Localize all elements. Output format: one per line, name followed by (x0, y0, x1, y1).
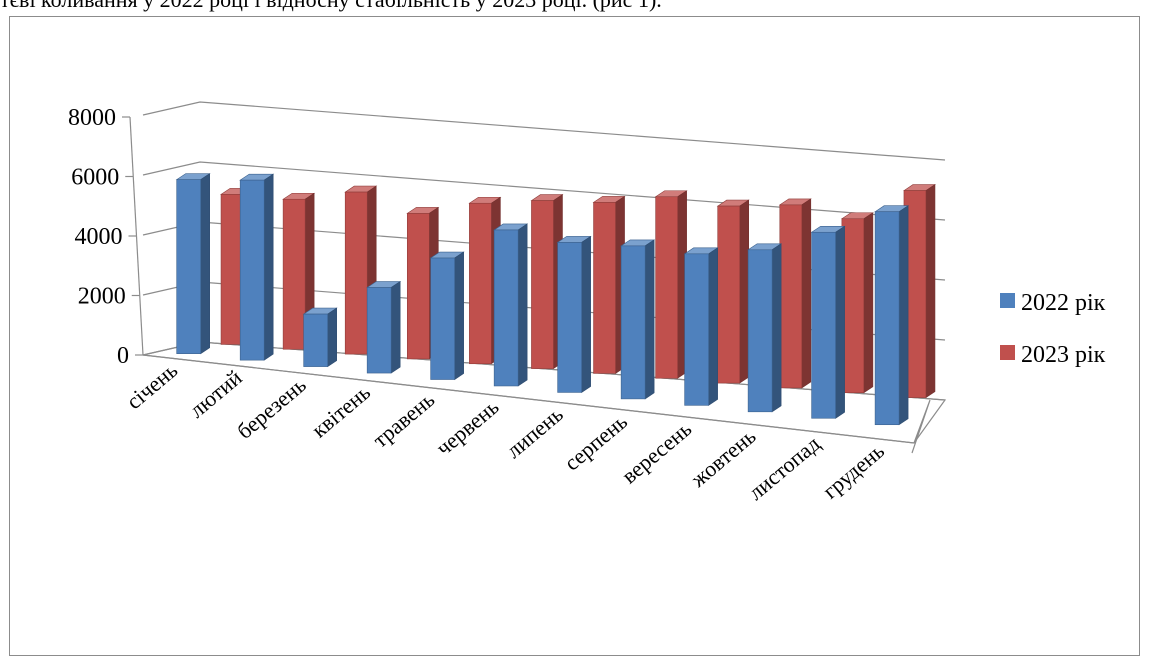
bar-2022-лютий (239, 173, 275, 361)
x-tick-label: травень (368, 387, 440, 453)
bar-2023-листопад (840, 212, 874, 394)
y-tick-label: 2000 (78, 284, 126, 310)
bar-side (739, 199, 750, 384)
bar-front (239, 179, 265, 361)
bar-front (747, 249, 773, 413)
bar-front (406, 213, 430, 360)
x-tick-label: квітень (307, 379, 375, 442)
bar-front (493, 229, 519, 387)
bar-2023-грудень (902, 184, 936, 399)
bar-side (200, 173, 210, 355)
bar-front (811, 231, 836, 419)
bar-side (863, 212, 874, 394)
y-tick-label: 4000 (75, 224, 123, 250)
bar-front (841, 218, 865, 394)
y-axis: 0 2000 4000 6000 8000 (68, 105, 144, 369)
legend-label: 2022 рік (1021, 290, 1106, 316)
bar-2023-жовтень (778, 198, 812, 389)
bar-side (454, 251, 464, 381)
bar-side (925, 184, 936, 399)
bar-side (898, 205, 909, 426)
x-tick-label: червень (431, 394, 504, 461)
bar-2023-липень (592, 195, 626, 374)
y-tick-label: 6000 (71, 165, 119, 191)
bar-side (771, 243, 782, 413)
bars (175, 173, 936, 426)
bar-front (593, 202, 616, 374)
bar-2022-червень (493, 223, 529, 387)
bar-2023-серпень (654, 190, 688, 379)
bar-2023-лютий (282, 192, 316, 350)
x-tick-label: липень (501, 401, 568, 463)
bar-front (655, 196, 678, 379)
bar-front (874, 211, 900, 426)
bar-front (430, 257, 455, 380)
bar-side (581, 235, 591, 393)
bar-side (644, 239, 655, 400)
bar-front (176, 179, 201, 354)
bar-front (557, 242, 582, 393)
bar-front (531, 200, 554, 369)
bar-front (620, 245, 646, 400)
bar-front (469, 202, 492, 365)
bar-front (684, 253, 709, 406)
y-tick-label: 8000 (68, 105, 116, 131)
legend-swatch (1000, 345, 1015, 360)
legend: 2022 рік 2023 рік (1000, 290, 1106, 368)
bar-side (708, 247, 718, 406)
bar-front (717, 205, 741, 384)
gridline (142, 161, 946, 221)
floor-edge (142, 354, 931, 454)
bar-side (390, 280, 401, 374)
bar-2022-листопад (810, 225, 846, 419)
bar-2022-жовтень (747, 243, 783, 413)
bar-2022-серпень (620, 239, 656, 400)
x-tick-label: січень (121, 357, 182, 414)
bar-2022-січень (175, 173, 211, 355)
gridline (142, 101, 946, 161)
bar-2022-травень (429, 251, 465, 381)
x-tick-label: лютий (184, 365, 246, 423)
bar-front (282, 198, 306, 350)
legend-swatch (1000, 293, 1015, 308)
bar-2022-грудень (874, 205, 910, 426)
bar-front (366, 287, 392, 374)
document-caption-fragment: тєві коливання у 2022 році і відносну ст… (0, 0, 662, 14)
bar-front (303, 313, 328, 367)
bar-side (263, 173, 274, 361)
bar-2023-вересень (716, 199, 750, 384)
bar-front (779, 204, 803, 389)
bar-front (220, 194, 244, 345)
bar-side (801, 198, 812, 389)
bar-2022-вересень (683, 247, 719, 406)
bar-side (327, 307, 337, 368)
y-tick-label: 0 (117, 343, 129, 369)
bar-2022-липень (556, 235, 592, 393)
bar-2022-квітень (366, 280, 402, 374)
bar-front (344, 191, 368, 355)
bar-2022-березень (302, 307, 338, 368)
bar-side (835, 225, 845, 419)
x-tick-label: грудень (818, 438, 889, 504)
legend-label: 2023 рік (1021, 342, 1106, 368)
bar-side (517, 223, 528, 387)
